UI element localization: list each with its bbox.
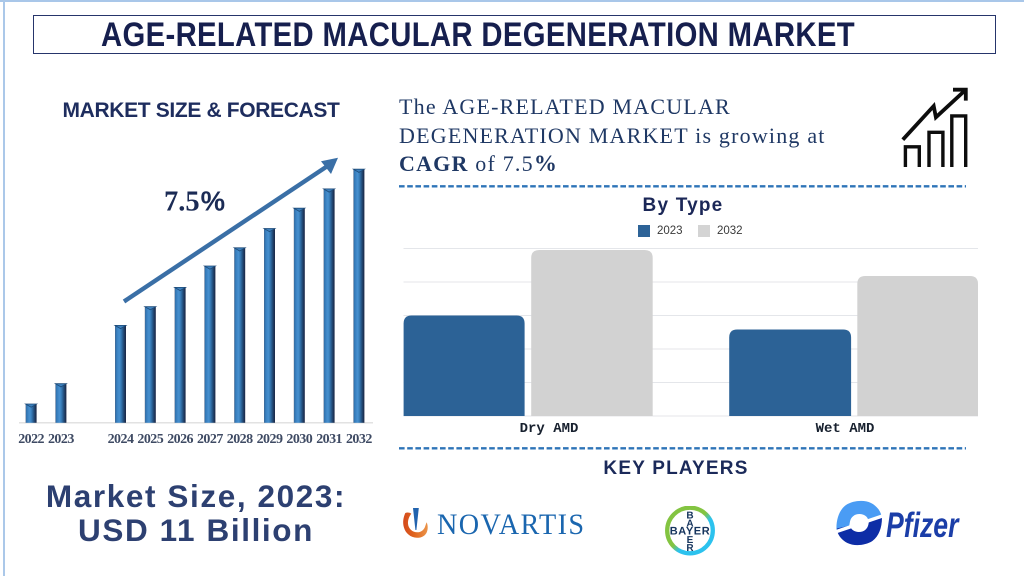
svg-text:2023: 2023 [48,432,74,447]
svg-text:2026: 2026 [167,432,193,447]
svg-text:7.5%: 7.5% [164,186,225,218]
svg-text:R: R [686,543,694,554]
svg-text:2031: 2031 [316,432,342,447]
svg-text:2025: 2025 [137,432,163,447]
svg-text:2032: 2032 [346,432,372,447]
svg-text:2024: 2024 [108,432,134,447]
svg-text:2030: 2030 [286,432,312,447]
svg-text:BAYER: BAYER [670,526,711,538]
svg-text:2028: 2028 [227,432,253,447]
svg-text:2029: 2029 [257,432,283,447]
svg-text:A: A [686,519,693,530]
svg-text:2027: 2027 [197,432,223,447]
svg-text:B: B [686,511,693,522]
svg-text:E: E [687,535,694,546]
svg-text:2022: 2022 [18,432,44,447]
